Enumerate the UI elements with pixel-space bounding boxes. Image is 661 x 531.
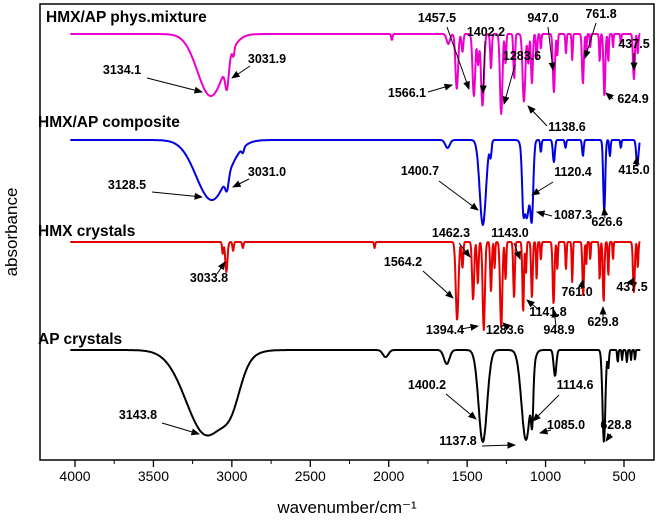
annotation-label-hmx-ap-phys-mixture-947-0: 947.0 — [527, 11, 558, 25]
annotation-label-hmx-crystals-1394-4: 1394.4 — [426, 323, 464, 337]
annotation-label-hmx-ap-phys-mixture-1138-6: 1138.6 — [548, 120, 586, 134]
annotation-label-hmx-crystals-1143-0: 1143.0 — [491, 226, 529, 240]
annotation-label-hmx-crystals-1462-3: 1462.3 — [432, 226, 470, 240]
annotation-label-hmx-ap-phys-mixture-624-9: 624.9 — [617, 92, 648, 106]
x-tick-label: 1500 — [452, 468, 483, 484]
annotation-arrow-hmx-crystals-1462-3 — [458, 242, 471, 258]
annotation-label-hmx-crystals-1141-8: 1141.8 — [529, 305, 567, 319]
series-curve-hmx-ap-phys-mixture — [70, 33, 641, 115]
annotation-arrow-hmx-ap-composite-3031-0 — [232, 178, 250, 188]
annotation-arrow-hmx-crystals-1141-8 — [526, 299, 540, 311]
annotation-label-hmx-ap-composite-3128-5: 3128.5 — [108, 178, 146, 192]
annotation-arrow-hmx-ap-phys-mixture-1566-1 — [427, 83, 453, 93]
annotation-arrow-hmx-ap-phys-mixture-947-0 — [547, 26, 556, 71]
chart-generated-content: 4000 3500 3000 2500 2000 1500 1000 500 HMX/AP ph… — [38, 3, 655, 484]
annotation-arrow-ap-crystals-1400-2 — [445, 393, 477, 420]
series-label-ap-crystals: AP crystals — [38, 331, 122, 348]
annotation-arrow-hmx-ap-phys-mixture-761-8 — [583, 22, 597, 59]
annotation-label-hmx-ap-composite-415-0: 415.0 — [618, 163, 649, 177]
annotation-label-hmx-ap-phys-mixture-3134-1: 3134.1 — [103, 63, 141, 77]
annotation-arrow-hmx-ap-composite-626-6 — [601, 207, 609, 219]
annotation-label-hmx-crystals-948-9: 948.9 — [543, 323, 574, 337]
annotation-arrow-hmx-ap-phys-mixture-3134-1 — [146, 77, 203, 94]
x-tick-label: 500 — [612, 468, 636, 484]
annotation-label-hmx-crystals-629-8: 629.8 — [587, 315, 618, 329]
annotation-arrow-hmx-crystals-1283-6 — [502, 322, 512, 331]
x-tick-label: 3000 — [216, 468, 247, 484]
annotation-label-hmx-ap-phys-mixture-1402-2: 1402.2 — [467, 25, 505, 39]
annotation-arrow-hmx-crystals-3033-8 — [216, 261, 226, 275]
series-curve-hmx-ap-composite — [70, 139, 641, 226]
annotation-arrow-ap-crystals-3143-8 — [161, 422, 200, 436]
annotation-arrow-hmx-ap-phys-mixture-624-9 — [605, 92, 614, 101]
annotation-label-ap-crystals-628-8: 628.8 — [600, 418, 631, 432]
annotation-arrow-ap-crystals-628-8 — [605, 432, 614, 442]
annotation-label-ap-crystals-3143-8: 3143.8 — [119, 408, 157, 422]
annotation-label-hmx-crystals-3033-8: 3033.8 — [190, 271, 228, 285]
annotation-label-hmx-crystals-437-5: 437.5 — [616, 280, 647, 294]
annotation-arrow-hmx-ap-composite-415-0 — [632, 156, 640, 167]
annotation-arrow-ap-crystals-1085-0 — [539, 427, 552, 435]
series-label-hmx-crystals: HMX crystals — [38, 223, 135, 240]
x-tick-label: 1000 — [530, 468, 561, 484]
annotation-arrow-hmx-crystals-1564-2 — [422, 270, 454, 299]
annotation-arrow-hmx-crystals-437-5 — [626, 277, 635, 287]
annotation-label-hmx-ap-phys-mixture-1283-6: 1283.6 — [503, 49, 541, 63]
annotation-label-hmx-ap-composite-626-6: 626.6 — [591, 215, 622, 229]
annotation-label-hmx-ap-composite-3031-0: 3031.0 — [248, 165, 286, 179]
series-label-hmx-ap-phys-mixture: HMX/AP phys.mixture — [46, 9, 207, 26]
annotation-arrow-hmx-ap-composite-1120-4 — [531, 181, 554, 196]
annotation-label-hmx-crystals-761-0: 761.0 — [561, 285, 592, 299]
y-axis-title: absorbance — [2, 188, 21, 277]
x-tick-label: 4000 — [59, 468, 90, 484]
annotation-label-hmx-ap-phys-mixture-437-5: 437.5 — [618, 37, 649, 51]
annotation-label-hmx-ap-phys-mixture-3031-9: 3031.9 — [248, 52, 286, 66]
annotation-label-hmx-ap-phys-mixture-761-8: 761.8 — [585, 7, 616, 21]
annotation-arrow-hmx-crystals-948-9 — [551, 309, 559, 327]
annotation-arrow-hmx-ap-phys-mixture-1457-5 — [446, 26, 470, 90]
x-tick-label: 3500 — [138, 468, 169, 484]
annotation-label-hmx-ap-composite-1087-3: 1087.3 — [554, 208, 592, 222]
x-tick-label: 2000 — [373, 468, 404, 484]
annotation-label-hmx-crystals-1283-6: 1283.6 — [486, 323, 524, 337]
annotation-arrow-hmx-ap-phys-mixture-1283-6 — [502, 64, 516, 105]
series-curve-hmx-crystals — [70, 241, 641, 331]
annotation-label-hmx-ap-composite-1120-4: 1120.4 — [554, 165, 592, 179]
annotation-label-hmx-ap-composite-1400-7: 1400.7 — [401, 164, 439, 178]
plot-frame — [39, 3, 655, 461]
annotation-arrow-hmx-ap-phys-mixture-1138-6 — [527, 105, 548, 127]
annotation-label-hmx-ap-phys-mixture-1457-5: 1457.5 — [418, 11, 456, 25]
series-curve-ap-crystals — [70, 349, 641, 443]
annotation-label-hmx-crystals-1564-2: 1564.2 — [384, 255, 422, 269]
annotation-arrow-hmx-ap-phys-mixture-3031-9 — [231, 65, 251, 79]
annotation-label-ap-crystals-1085-0: 1085.0 — [547, 418, 585, 432]
annotation-arrow-hmx-ap-composite-1087-3 — [536, 210, 553, 218]
annotation-arrow-hmx-ap-phys-mixture-1402-2 — [479, 40, 487, 94]
series-label-hmx-ap-composite: HMX/AP composite — [38, 114, 180, 131]
x-tick-label: 2500 — [295, 468, 326, 484]
annotation-arrow-hmx-crystals-1143-0 — [513, 242, 521, 260]
annotation-arrow-hmx-crystals-761-0 — [577, 279, 585, 290]
annotation-arrow-hmx-crystals-1394-4 — [460, 323, 479, 331]
annotation-arrow-ap-crystals-1114-6 — [532, 394, 560, 422]
x-axis-title: wavenumber/cm⁻¹ — [276, 498, 417, 517]
annotation-arrow-hmx-ap-composite-1400-7 — [438, 180, 479, 211]
annotation-label-hmx-ap-phys-mixture-1566-1: 1566.1 — [388, 86, 426, 100]
annotation-arrow-hmx-ap-composite-3128-5 — [151, 191, 203, 200]
annotation-arrow-ap-crystals-1137-8 — [481, 441, 516, 449]
annotation-label-ap-crystals-1400-2: 1400.2 — [408, 378, 446, 392]
annotation-label-ap-crystals-1114-6: 1114.6 — [557, 378, 594, 392]
annotation-label-ap-crystals-1137-8: 1137.8 — [439, 434, 477, 448]
